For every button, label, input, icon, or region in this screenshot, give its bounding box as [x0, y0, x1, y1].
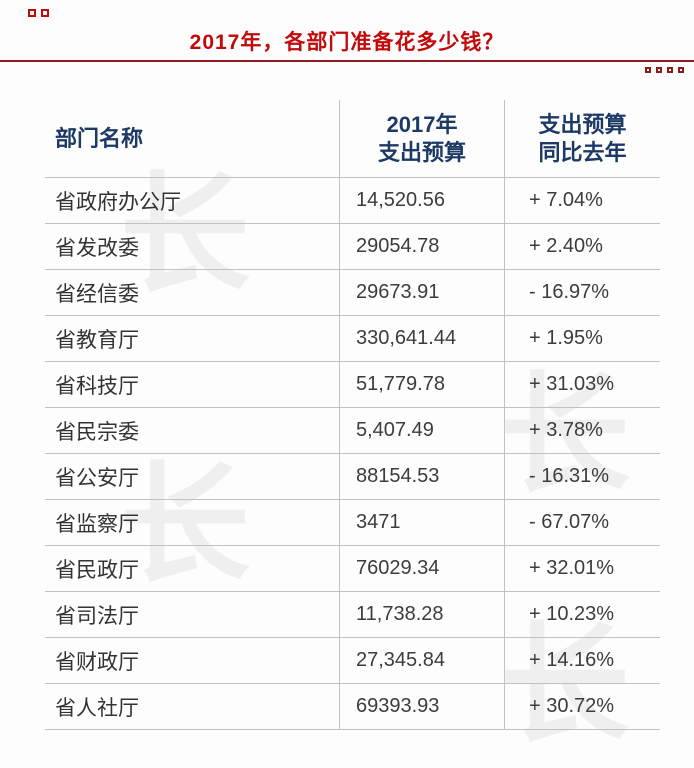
cell-budget: 76029.34	[340, 546, 505, 591]
budget-table: 部门名称 2017年 支出预算 支出预算 同比去年 省政府办公厅 14,520.…	[45, 100, 660, 730]
rule-squares-icon	[645, 67, 684, 73]
cell-budget: 29054.78	[340, 224, 505, 269]
cell-department: 省公安厅	[45, 454, 340, 499]
table-row: 省司法厅 11,738.28 + 10.23%	[45, 592, 660, 638]
cell-yoy: + 31.03%	[529, 373, 615, 395]
cell-budget: 69393.93	[340, 684, 505, 729]
cell-yoy: + 1.95%	[529, 327, 603, 349]
table-row: 省民政厅 76029.34 + 32.01%	[45, 546, 660, 592]
cell-department: 省财政厅	[45, 638, 340, 683]
table-row: 省人社厅 69393.93 + 30.72%	[45, 684, 660, 730]
cell-budget: 14,520.56	[340, 178, 505, 223]
cell-yoy: + 10.23%	[529, 603, 615, 625]
corner-squares-icon	[28, 9, 49, 17]
cell-department: 省经信委	[45, 270, 340, 315]
cell-yoy: + 30.72%	[529, 695, 615, 717]
cell-budget: 51,779.78	[340, 362, 505, 407]
cell-department: 省民宗委	[45, 408, 340, 453]
cell-yoy: + 32.01%	[529, 557, 615, 579]
cell-department: 省教育厅	[45, 316, 340, 361]
cell-yoy: - 67.07%	[529, 511, 610, 533]
table-row: 省教育厅 330,641.44 + 1.95%	[45, 316, 660, 362]
table-row: 省民宗委 5,407.49 + 3.78%	[45, 408, 660, 454]
table-row: 省监察厅 3471 - 67.07%	[45, 500, 660, 546]
header-department: 部门名称	[45, 100, 340, 177]
header-yoy: 支出预算 同比去年	[538, 112, 627, 165]
table-row: 省科技厅 51,779.78 + 31.03%	[45, 362, 660, 408]
table-row: 省政府办公厅 14,520.56 + 7.04%	[45, 178, 660, 224]
cell-department: 省民政厅	[45, 546, 340, 591]
table-header-row: 部门名称 2017年 支出预算 支出预算 同比去年	[45, 100, 660, 178]
cell-yoy: - 16.31%	[529, 465, 610, 487]
square-icon	[656, 67, 662, 73]
title-divider-rule	[0, 60, 694, 62]
cell-department: 省发改委	[45, 224, 340, 269]
square-icon	[645, 67, 651, 73]
table-row: 省发改委 29054.78 + 2.40%	[45, 224, 660, 270]
cell-department: 省政府办公厅	[45, 178, 340, 223]
cell-department: 省监察厅	[45, 500, 340, 545]
cell-yoy: + 7.04%	[529, 189, 603, 211]
cell-budget: 88154.53	[340, 454, 505, 499]
cell-yoy: + 2.40%	[529, 235, 603, 257]
cell-department: 省司法厅	[45, 592, 340, 637]
cell-budget: 29673.91	[340, 270, 505, 315]
table-row: 省财政厅 27,345.84 + 14.16%	[45, 638, 660, 684]
cell-yoy: + 3.78%	[529, 419, 603, 441]
square-icon	[667, 67, 673, 73]
page-title: 2017年，各部门准备花多少钱？	[189, 31, 505, 54]
cell-department: 省人社厅	[45, 684, 340, 729]
square-icon	[678, 67, 684, 73]
square-icon	[28, 9, 36, 17]
table-row: 省经信委 29673.91 - 16.97%	[45, 270, 660, 316]
cell-budget: 330,641.44	[340, 316, 505, 361]
square-icon	[41, 9, 49, 17]
cell-budget: 27,345.84	[340, 638, 505, 683]
cell-yoy: - 16.97%	[529, 281, 610, 303]
header-budget-2017: 2017年 支出预算	[340, 100, 505, 177]
table-row: 省公安厅 88154.53 - 16.31%	[45, 454, 660, 500]
cell-yoy: + 14.16%	[529, 649, 615, 671]
cell-budget: 11,738.28	[340, 592, 505, 637]
cell-department: 省科技厅	[45, 362, 340, 407]
cell-budget: 3471	[340, 500, 505, 545]
cell-budget: 5,407.49	[340, 408, 505, 453]
